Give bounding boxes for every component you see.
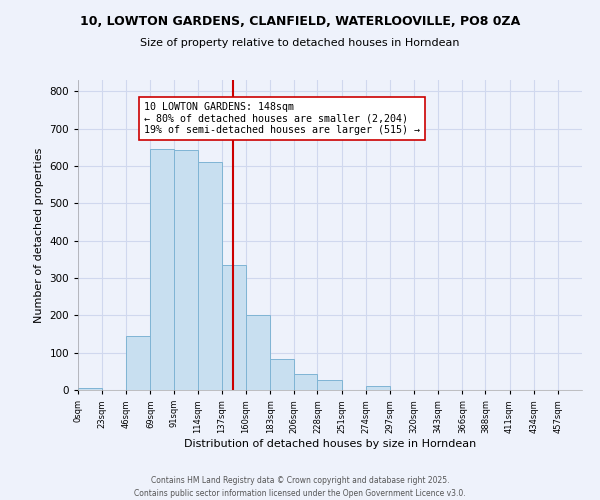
X-axis label: Distribution of detached houses by size in Horndean: Distribution of detached houses by size … bbox=[184, 438, 476, 448]
Bar bbox=[127, 336, 151, 390]
Text: 10, LOWTON GARDENS, CLANFIELD, WATERLOOVILLE, PO8 0ZA: 10, LOWTON GARDENS, CLANFIELD, WATERLOOV… bbox=[80, 15, 520, 28]
Text: 10 LOWTON GARDENS: 148sqm
← 80% of detached houses are smaller (2,204)
19% of se: 10 LOWTON GARDENS: 148sqm ← 80% of detac… bbox=[143, 102, 419, 135]
Bar bbox=[295, 374, 317, 390]
Text: Contains HM Land Registry data © Crown copyright and database right 2025.
Contai: Contains HM Land Registry data © Crown c… bbox=[134, 476, 466, 498]
Bar bbox=[270, 358, 294, 390]
Bar bbox=[151, 149, 173, 390]
Text: Size of property relative to detached houses in Horndean: Size of property relative to detached ho… bbox=[140, 38, 460, 48]
Bar bbox=[246, 316, 270, 390]
Bar bbox=[173, 150, 198, 390]
Bar bbox=[198, 162, 222, 390]
Bar bbox=[78, 388, 102, 390]
Bar bbox=[317, 380, 341, 390]
Bar bbox=[222, 264, 246, 390]
Bar bbox=[366, 386, 390, 390]
Y-axis label: Number of detached properties: Number of detached properties bbox=[34, 148, 44, 322]
